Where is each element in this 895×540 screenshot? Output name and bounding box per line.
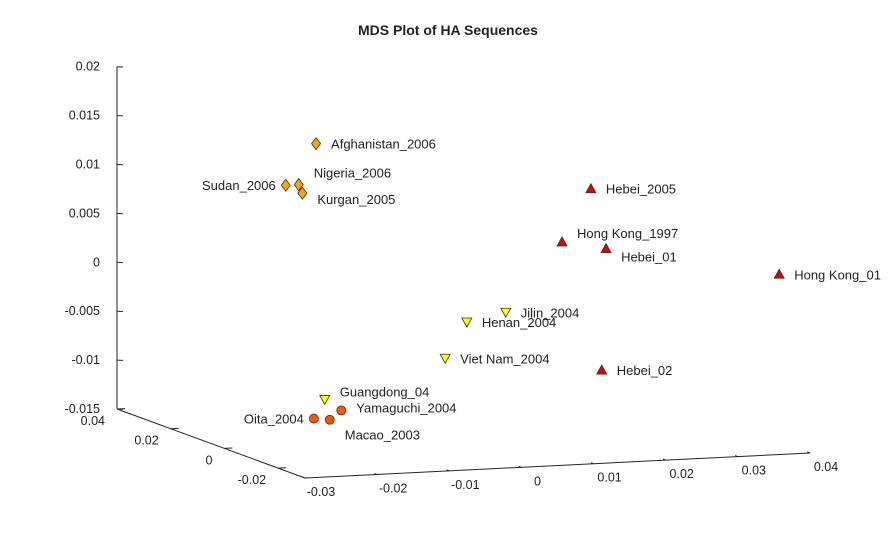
x-axis-line xyxy=(304,452,811,479)
data-points: Afghanistan_2006 Sudan_2006 Nigeria_2006 Ku… xyxy=(202,137,881,443)
circle-marker xyxy=(324,414,335,425)
point-label: Jilin_2004 xyxy=(521,305,580,320)
x-tick xyxy=(302,476,306,479)
point-label: Hebei_01 xyxy=(621,250,677,265)
y-tick-label: 0 xyxy=(205,453,212,467)
x-tick-label: 0.03 xyxy=(742,464,766,478)
x-tick-label: 0.04 xyxy=(814,460,838,474)
y-tick-label: 0.02 xyxy=(134,434,158,448)
z-tick-label: -0.015 xyxy=(65,402,100,416)
z-tick-label: 0.005 xyxy=(69,206,100,220)
triangle-down-marker xyxy=(461,317,473,328)
y-tick-label: 0.04 xyxy=(81,414,105,428)
triangle-up-marker xyxy=(585,182,597,194)
x-tick-label: -0.03 xyxy=(307,485,336,499)
axes: -0.015 -0.01 -0.005 0 0.005 0.01 0.015 0.02 -0.0… xyxy=(65,60,839,499)
point-label: Macao_2003 xyxy=(345,428,420,443)
x-tick xyxy=(734,455,739,458)
z-tick-label: 0 xyxy=(93,255,100,269)
point-label: Hong Kong_01 xyxy=(794,267,881,282)
point-label: Nigeria_2006 xyxy=(314,166,391,181)
x-tick-label: 0 xyxy=(534,474,541,488)
x-tick xyxy=(590,462,594,465)
x-tick xyxy=(446,469,450,472)
triangle-up-marker xyxy=(556,236,568,247)
z-tick-label: 0.02 xyxy=(76,60,100,74)
point-label: Hebei_02 xyxy=(617,363,673,378)
diamond-marker xyxy=(311,136,322,151)
x-tick-label: -0.02 xyxy=(379,481,408,495)
x-tick xyxy=(374,472,378,475)
triangle-down-marker xyxy=(319,395,331,406)
point-label: Kurgan_2005 xyxy=(317,192,395,207)
point-label: Afghanistan_2006 xyxy=(331,137,436,152)
triangle-up-marker xyxy=(773,268,785,279)
circle-marker xyxy=(336,405,347,416)
x-tick xyxy=(662,458,666,461)
point-label: Oita_2004 xyxy=(244,412,304,427)
x-tick xyxy=(807,451,811,454)
point-label: Viet Nam_2004 xyxy=(460,351,549,366)
point-label: Hong Kong_1997 xyxy=(577,226,678,241)
y-tick-label: -0.02 xyxy=(238,473,267,487)
diamond-marker xyxy=(280,178,291,192)
diamond-marker xyxy=(297,186,308,200)
point-label: Hebei_2005 xyxy=(606,182,676,197)
x-tick-label: 0.01 xyxy=(597,471,621,485)
x-tick-label: -0.01 xyxy=(451,478,480,492)
circle-marker xyxy=(308,413,319,424)
point-label: Sudan_2006 xyxy=(202,178,276,193)
z-tick-label: 0.015 xyxy=(69,109,100,123)
diamond-marker xyxy=(293,177,304,192)
point-label: Yamaguchi_2004 xyxy=(356,400,456,415)
z-tick-label: -0.005 xyxy=(65,304,100,318)
y-axis-line xyxy=(116,408,306,479)
triangle-up-marker xyxy=(600,242,612,254)
triangle-up-marker xyxy=(596,364,608,375)
x-tick xyxy=(518,465,522,468)
triangle-down-marker xyxy=(439,353,451,365)
point-label: Henan_2004 xyxy=(482,315,556,330)
point-label: Guangdong_04 xyxy=(340,384,430,399)
chart-title: MDS Plot of HA Sequences xyxy=(358,22,538,38)
z-tick-label: 0.01 xyxy=(76,158,100,172)
triangle-down-marker xyxy=(500,307,512,319)
x-tick-label: 0.02 xyxy=(670,467,694,481)
z-tick-label: -0.01 xyxy=(72,353,101,367)
